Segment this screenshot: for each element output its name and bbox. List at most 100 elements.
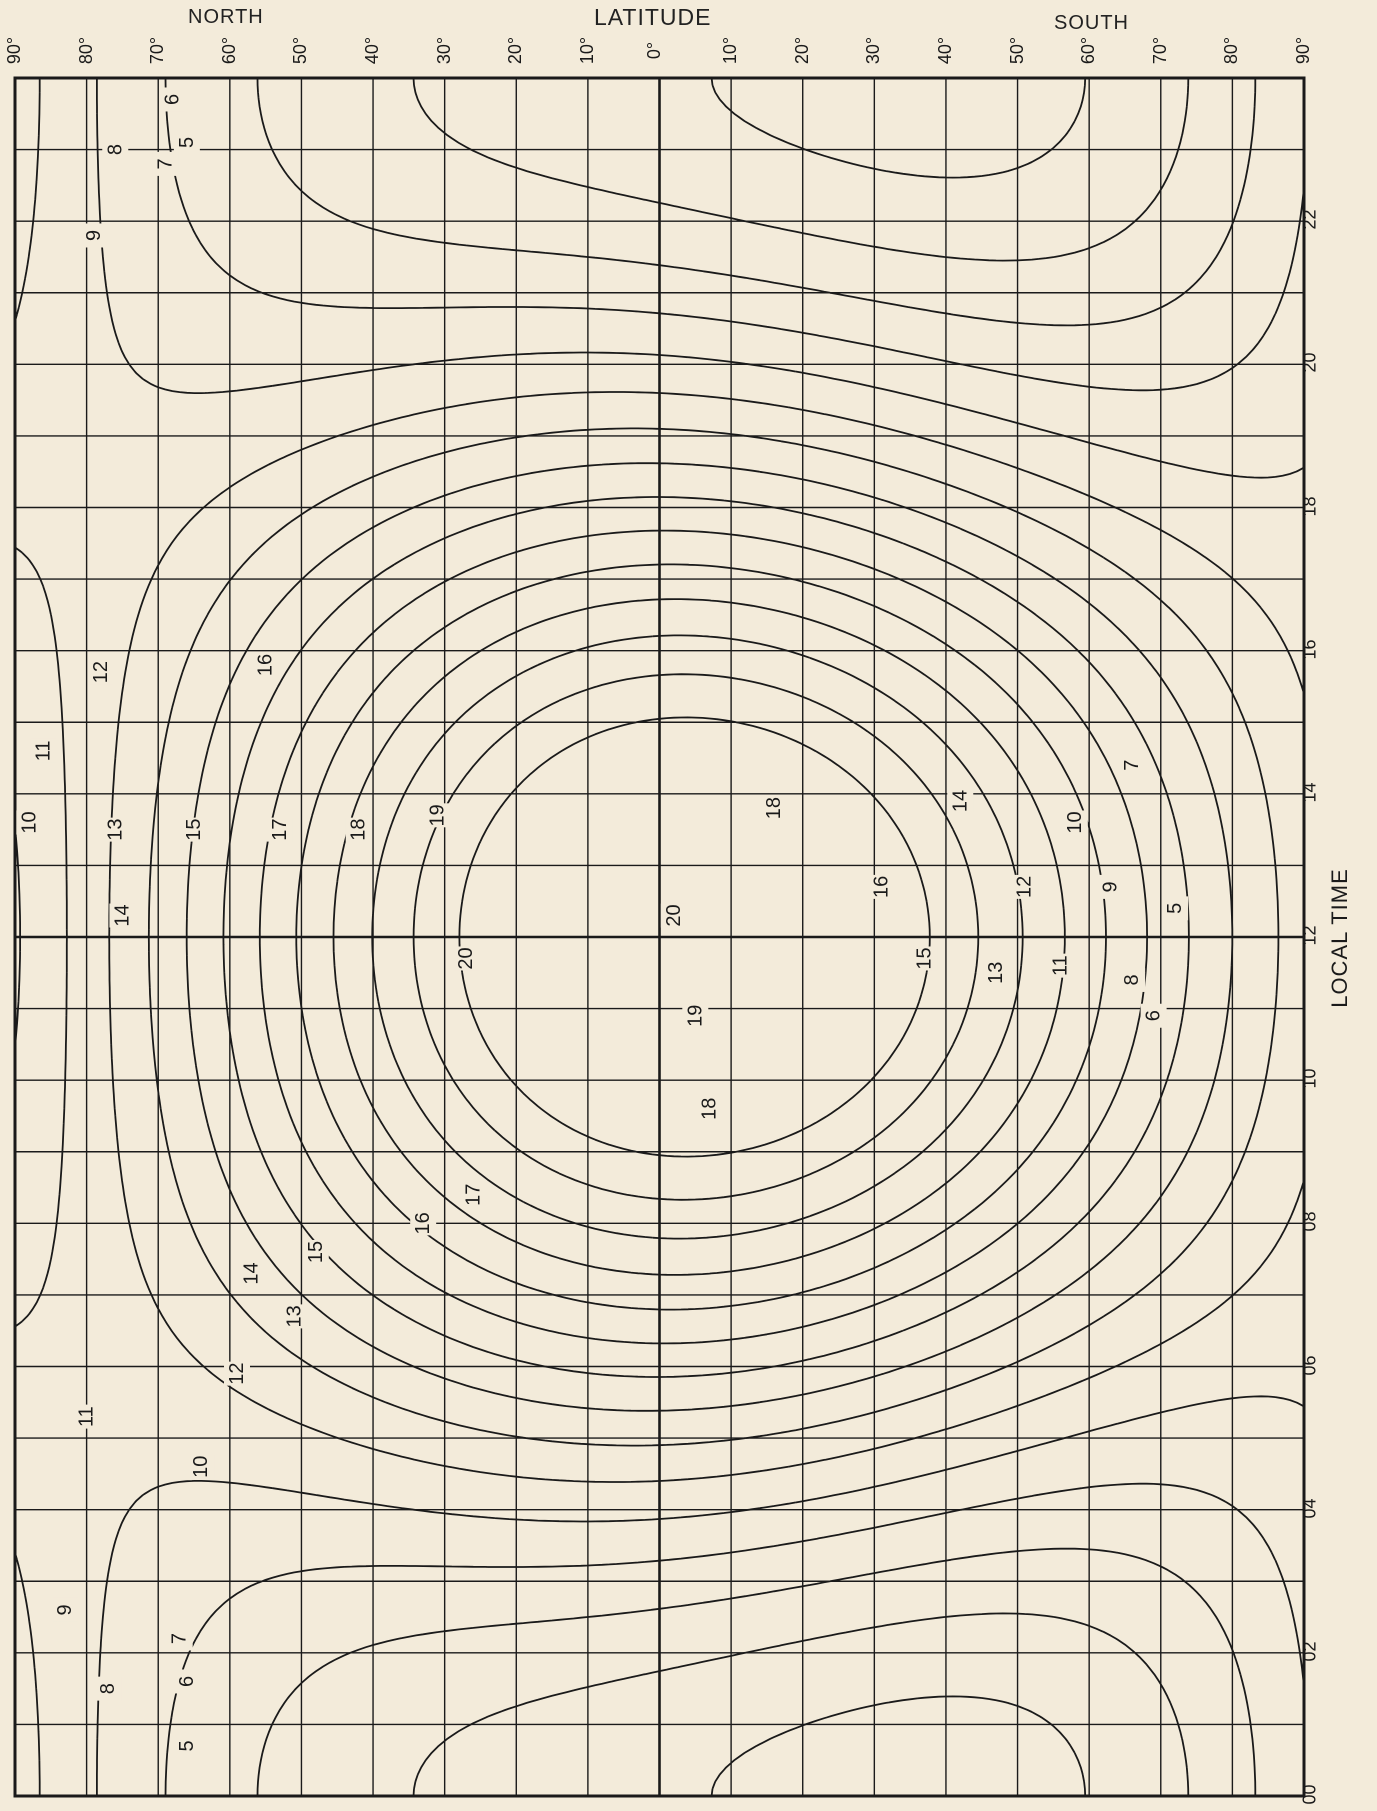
lat-tick-label: 70° — [1149, 36, 1170, 65]
contour-label-bg — [410, 1211, 437, 1236]
lat-tick-label: 90° — [1293, 36, 1314, 65]
contour-11 — [14, 78, 1305, 1796]
lat-tick-label: 30° — [433, 36, 454, 65]
contour-label: 6 — [176, 1676, 198, 1687]
y-axis-label: LOCAL TIME — [1327, 868, 1352, 1008]
contour-label-bg — [1047, 953, 1074, 978]
contour-label-bg — [159, 87, 186, 112]
contour-label: 15 — [305, 1241, 327, 1263]
lat-tick-label: 50° — [1006, 36, 1027, 65]
contour-label: 13 — [985, 962, 1007, 984]
contour-label-bg — [947, 788, 974, 813]
lat-tick-label: 40° — [362, 36, 383, 65]
time-tick-label: 16 — [1299, 639, 1320, 660]
lat-tick-label: 80° — [1221, 36, 1242, 65]
contour-label-bg — [1119, 753, 1146, 778]
contour-label: 6 — [1143, 1010, 1165, 1021]
contour-label: 7 — [169, 1633, 191, 1644]
contour-label: 14 — [111, 904, 133, 926]
contour-label-bg — [696, 1096, 723, 1121]
contour-label-bg — [173, 130, 200, 155]
contour-6 — [710, 77, 1087, 1797]
contour-label: 20 — [455, 947, 477, 969]
contour-label-bg — [52, 1597, 79, 1622]
contour-label-bg — [911, 946, 938, 971]
contour-label: 9 — [1100, 881, 1122, 892]
contour-label: 18 — [699, 1098, 721, 1120]
time-tick-label: 20 — [1299, 352, 1320, 373]
contour-label: 16 — [870, 876, 892, 898]
time-tick-label: 04 — [1299, 1498, 1320, 1519]
contour-label-bg — [152, 151, 179, 176]
contour-label: 17 — [269, 819, 291, 841]
contour-label: 13 — [104, 819, 126, 841]
contour-20 — [458, 716, 931, 1158]
contour-label: 16 — [255, 654, 277, 676]
lat-tick-label: 10° — [576, 36, 597, 65]
contour-label: 19 — [684, 1005, 706, 1027]
contour-label: 12 — [1014, 876, 1036, 898]
time-tick-label: 22 — [1299, 209, 1320, 230]
contour-label-bg — [87, 660, 114, 685]
contour-label-bg — [453, 946, 480, 971]
contour-label: 7 — [1121, 760, 1143, 771]
contour-label: 8 — [1121, 974, 1143, 985]
lat-tick-label: 60° — [218, 36, 239, 65]
contour-label-bg — [252, 652, 279, 677]
contour-label-bg — [1162, 896, 1189, 921]
contour-label: 9 — [54, 1604, 76, 1615]
contour-15 — [258, 529, 1148, 1345]
lat-tick-label: 40° — [935, 36, 956, 65]
time-tick-label: 00 — [1299, 1784, 1320, 1805]
lat-tick-label: 70° — [147, 36, 168, 65]
contour-9 — [14, 77, 1305, 1797]
contour-label-bg — [266, 817, 293, 842]
contour-label: 5 — [176, 137, 198, 148]
south-label: SOUTH — [1054, 12, 1129, 34]
contour-label-bg — [345, 817, 372, 842]
contour-label: 16 — [412, 1212, 434, 1234]
contour-label: 11 — [1050, 955, 1072, 976]
contour-12 — [147, 427, 1280, 1447]
lat-tick-label: 10° — [720, 36, 741, 65]
lat-tick-label: 60° — [1078, 36, 1099, 65]
contour-17 — [332, 598, 1066, 1276]
contour-label-bg — [1119, 967, 1146, 992]
contour-label-bg — [761, 796, 788, 821]
plot-frame — [13, 76, 1306, 1798]
time-tick-label: 14 — [1299, 782, 1320, 803]
contour-label: 15 — [183, 819, 205, 841]
contour-label-bg — [302, 1239, 329, 1264]
contour-labels: 5 6 7 8 9 10 11 12 13 14 15 16 17 18 19 20 20 19 18 18 17 16 1… — [16, 87, 1189, 1758]
contour-label-bg — [660, 903, 687, 928]
contour-label-bg — [238, 1261, 265, 1286]
contour-label: 11 — [33, 741, 55, 762]
contour-label-bg — [16, 810, 43, 835]
lat-tick-label: 80° — [75, 36, 96, 65]
time-tick-label: 02 — [1299, 1641, 1320, 1662]
contour-label-bg — [173, 1733, 200, 1758]
contour-label: 10 — [18, 811, 40, 833]
north-label: NORTH — [188, 6, 264, 28]
contour-label-bg — [95, 1676, 122, 1701]
contour-label-bg — [102, 137, 129, 162]
contour-label-bg — [1140, 1003, 1167, 1028]
lat-tick-label: 90° — [4, 36, 25, 65]
contour-label-bg — [1061, 810, 1088, 835]
contour-label-bg — [1011, 874, 1038, 899]
contour-label: 18 — [763, 797, 785, 819]
contour-label: 5 — [176, 1740, 198, 1751]
lat-tick-label: 50° — [290, 36, 311, 65]
contour-label: 12 — [226, 1363, 248, 1385]
contour-label-bg — [424, 803, 451, 828]
latitude-title: LATITUDE — [594, 4, 712, 30]
grid — [13, 76, 1306, 1798]
contour-label-bg — [102, 817, 129, 842]
contour-label: 10 — [1064, 811, 1086, 833]
time-tick-label: 10 — [1299, 1068, 1320, 1089]
time-tick-label: 12 — [1299, 925, 1320, 946]
contour-label: 19 — [427, 804, 449, 826]
contour-label-bg — [73, 1404, 100, 1429]
contour-label-bg — [1097, 874, 1124, 899]
contour-label: 12 — [90, 661, 112, 683]
